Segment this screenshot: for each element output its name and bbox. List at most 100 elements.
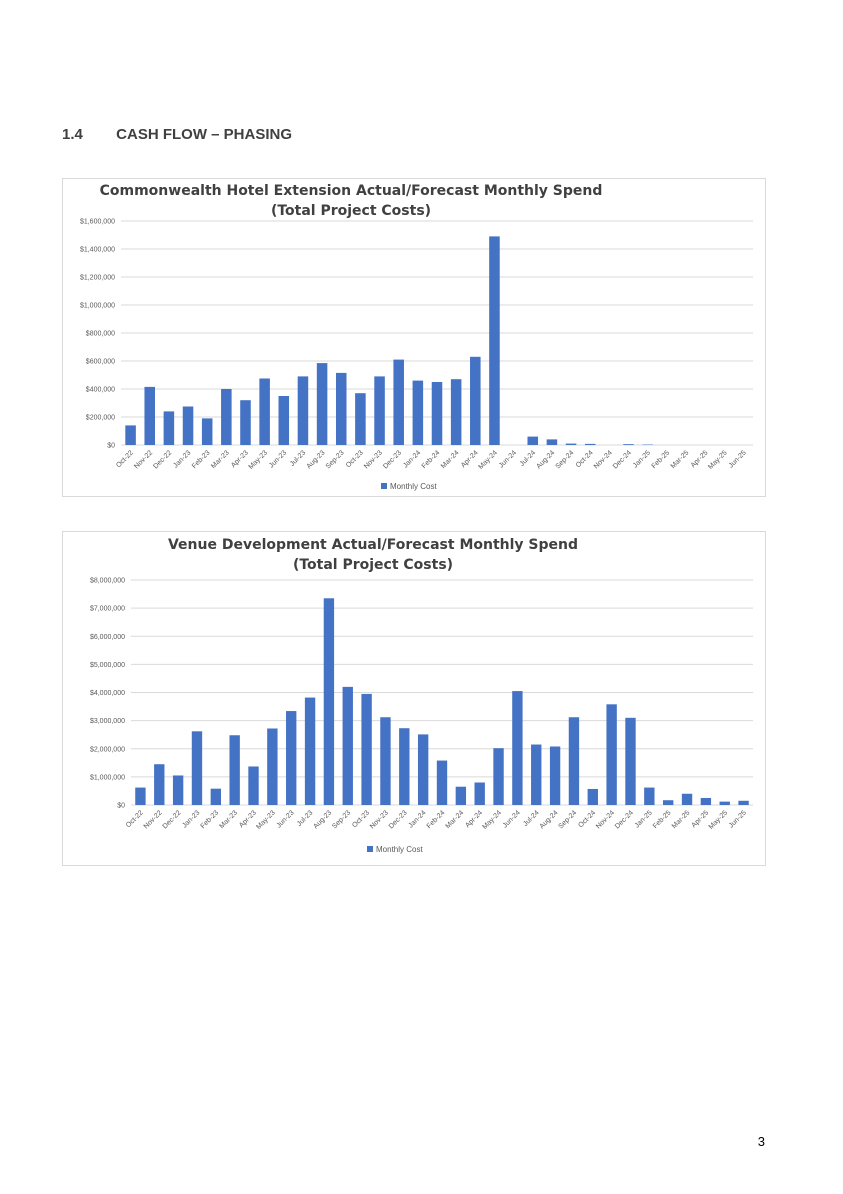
x-tick-label: Jan-25 [632,449,652,469]
y-tick-label: $0 [117,803,125,810]
bar [278,396,290,445]
x-tick-label: Dec-23 [382,449,403,470]
x-tick-label: Dec-22 [152,449,173,470]
y-tick-label: $2,000,000 [90,746,125,753]
y-tick-label: $0 [107,443,115,450]
x-tick-label: Nov-24 [593,449,614,470]
hotel-extension-chart-svg: Commonwealth Hotel Extension Actual/Fore… [80,183,753,491]
x-tick-label: May-24 [482,809,504,831]
bar [163,411,175,445]
section-title: CASH FLOW – PHASING [116,126,293,143]
bar [240,400,251,445]
bar [512,691,523,805]
bar [399,728,410,805]
y-tick-label: $6,000,000 [90,634,125,641]
bar [549,746,561,805]
bar [625,717,636,805]
bar [335,372,347,445]
bar [493,748,504,805]
bar [342,686,353,805]
x-tick-label: Nov-23 [363,449,384,470]
bar [191,731,203,805]
bar [125,425,136,445]
bar [584,443,596,445]
bar [248,766,259,805]
x-tick-label: Mar-23 [210,449,231,470]
bar [546,439,558,445]
x-tick-label: Jun-23 [276,809,296,829]
bar [431,382,443,445]
x-tick-label: Oct-23 [345,449,365,469]
x-tick-label: Oct-22 [115,449,135,469]
x-tick-label: Jun-23 [268,449,288,469]
bar [316,363,328,445]
y-tick-label: $1,200,000 [80,275,115,282]
bar [565,443,577,445]
venue-development-chart: Venue Development Actual/Forecast Monthl… [62,531,766,866]
x-tick-label: Oct-23 [351,809,371,829]
y-tick-label: $1,600,000 [80,219,115,226]
x-tick-label: Sep-23 [331,809,352,830]
x-tick-label: Sep-24 [557,809,578,830]
bar [489,236,500,445]
legend-label: Monthly Cost [390,482,437,491]
x-tick-label: Feb-25 [652,809,673,830]
x-tick-label: May-23 [255,809,277,831]
bar [259,378,270,445]
x-tick-label: May-23 [248,449,270,471]
bar [470,356,481,445]
legend-swatch [367,846,373,852]
y-tick-label: $8,000,000 [90,578,125,585]
x-tick-label: Mar-24 [440,449,461,470]
x-tick-label: Dec-22 [162,809,183,830]
bar [417,734,429,805]
bar [374,376,385,445]
bar [210,788,222,805]
bar [700,797,712,805]
bar [719,801,730,805]
bar [393,359,404,445]
page-number: 3 [757,1134,765,1149]
x-tick-label: Feb-25 [651,449,672,470]
bar [182,406,194,445]
y-tick-label: $200,000 [86,415,115,422]
x-tick-label: Feb-24 [426,809,447,830]
bar [286,711,297,805]
bar [568,717,580,805]
bar [144,386,155,445]
hotel-extension-chart: Commonwealth Hotel Extension Actual/Fore… [62,178,766,497]
bar [154,764,165,805]
x-tick-label: Aug-23 [312,809,333,830]
bar [323,598,335,805]
bar [527,436,539,445]
x-tick-label: Jun-25 [728,449,748,469]
bar [531,744,542,805]
x-tick-label: Jun-24 [498,449,518,469]
bar [681,793,693,805]
bar [135,787,146,805]
bar [267,728,278,805]
x-tick-label: Mar-23 [218,809,239,830]
chart-subtitle: (Total Project Costs) [271,203,431,219]
x-tick-label: Feb-23 [200,809,221,830]
legend-label: Monthly Cost [376,845,423,854]
x-tick-label: Sep-23 [325,449,346,470]
y-tick-label: $4,000,000 [90,690,125,697]
bar [455,786,467,805]
x-tick-label: Jan-23 [181,809,201,829]
chart-title: Commonwealth Hotel Extension Actual/Fore… [100,183,603,199]
y-tick-label: $5,000,000 [90,662,125,669]
bar [355,393,366,445]
x-tick-label: Oct-24 [575,449,595,469]
x-tick-label: Jan-24 [402,449,422,469]
y-tick-label: $600,000 [86,359,115,366]
x-tick-label: Dec-23 [388,809,409,830]
x-tick-label: Feb-24 [421,449,442,470]
chart-title: Venue Development Actual/Forecast Monthl… [168,537,578,553]
x-tick-label: Jan-25 [634,809,654,829]
y-tick-label: $1,400,000 [80,247,115,254]
x-tick-label: Oct-24 [577,809,597,829]
section-number: 1.4 [62,126,83,143]
y-tick-label: $1,000,000 [90,774,125,781]
chart-subtitle: (Total Project Costs) [293,557,453,573]
